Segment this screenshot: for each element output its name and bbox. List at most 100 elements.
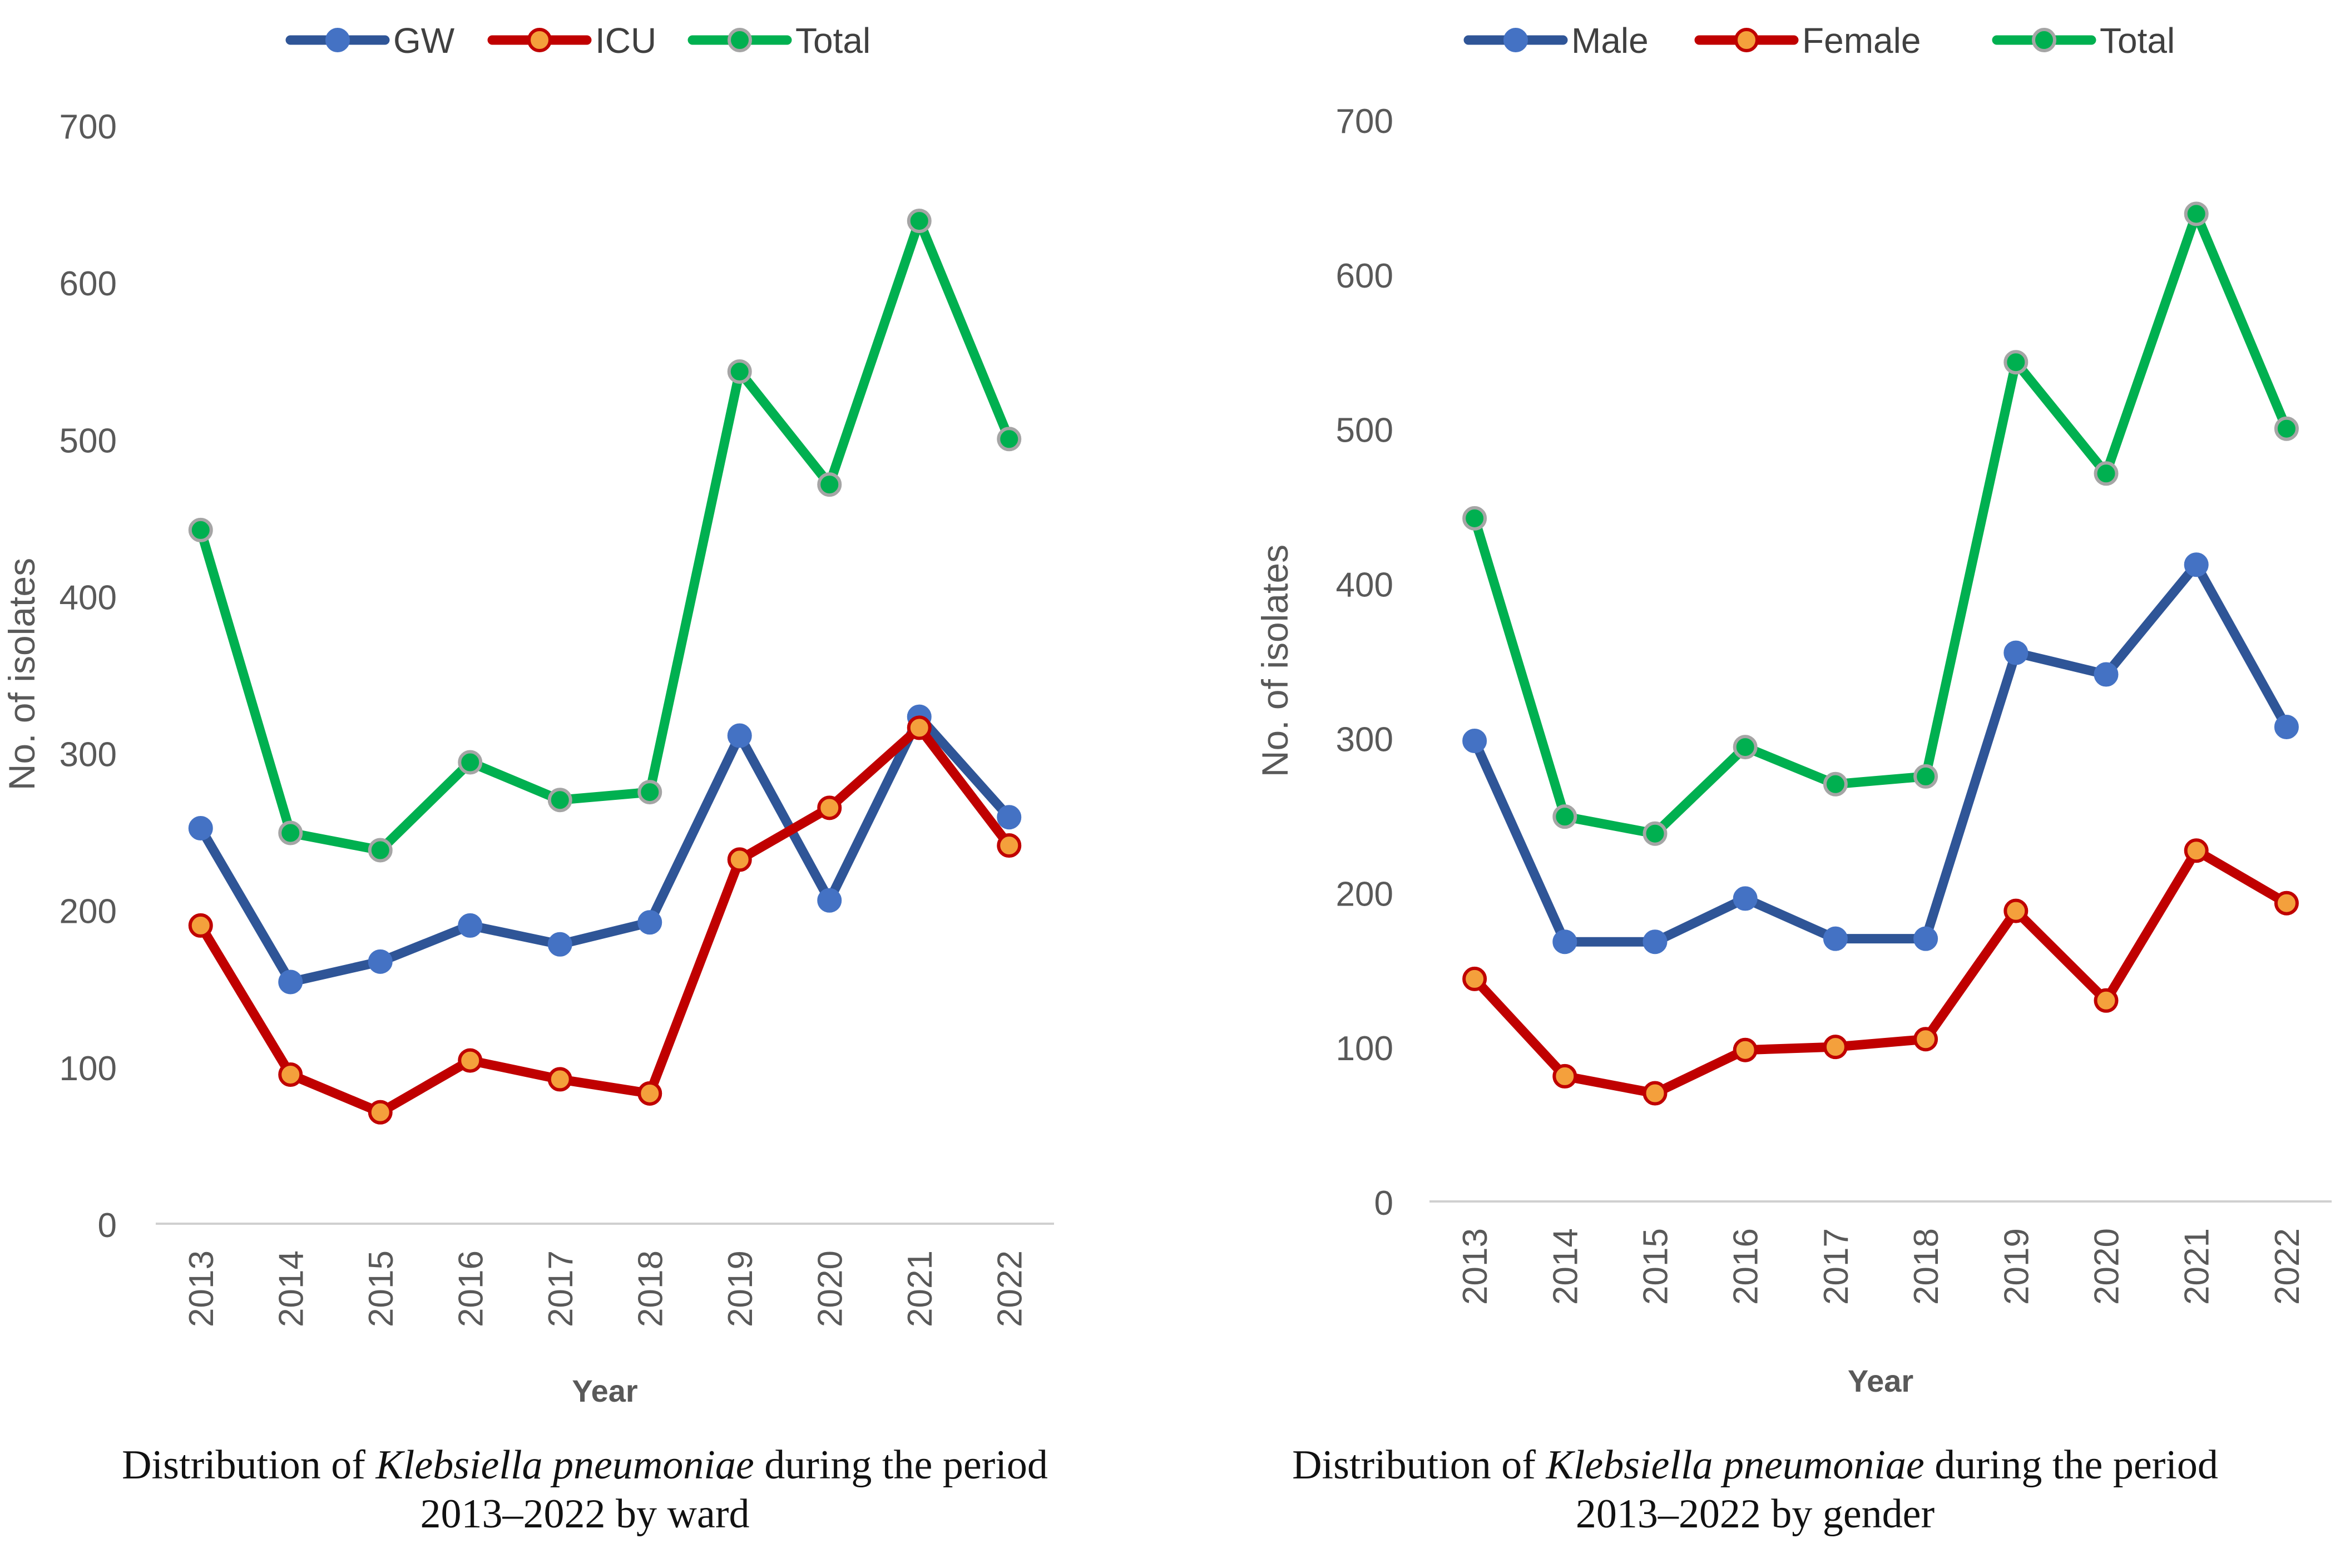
data-point-total	[727, 359, 752, 384]
x-axis-title: Year	[1848, 1363, 1913, 1398]
x-axis-title: Year	[572, 1373, 637, 1408]
data-point-icu	[278, 1062, 303, 1087]
data-point-gw	[458, 913, 483, 938]
y-axis-title: No. of isolates	[1, 558, 42, 790]
legend-marker-female	[1734, 28, 1759, 52]
x-tick-label: 2019	[1997, 1228, 2036, 1305]
caption-ward-suffix: during the period	[754, 1442, 1048, 1488]
y-tick-label: 700	[1336, 102, 1393, 141]
data-point-total	[188, 517, 213, 542]
x-tick-label: 2017	[1817, 1228, 1856, 1305]
data-point-icu	[368, 1100, 393, 1125]
legend-marker-total	[728, 28, 752, 52]
data-point-gw	[278, 970, 303, 995]
x-tick-label: 2018	[1907, 1228, 1946, 1305]
x-tick-label: 2015	[1637, 1228, 1675, 1305]
legend-label-female: Female	[1802, 21, 1921, 61]
data-point-total	[1913, 764, 1938, 789]
y-tick-label: 500	[1336, 412, 1393, 450]
data-point-total	[368, 838, 393, 863]
data-point-total	[637, 780, 662, 805]
x-tick-label: 2021	[901, 1250, 939, 1327]
y-tick-label: 300	[60, 736, 117, 774]
data-point-female	[2184, 838, 2209, 863]
y-tick-label: 400	[1336, 566, 1393, 605]
data-point-male	[1733, 886, 1758, 911]
data-point-icu	[727, 847, 752, 872]
legend-marker-total	[2032, 28, 2056, 52]
y-axis-title: No. of isolates	[1254, 545, 1295, 777]
caption-gender-suffix: during the period	[1924, 1442, 2218, 1488]
data-point-icu	[458, 1048, 483, 1073]
y-tick-label: 100	[1336, 1030, 1393, 1068]
data-point-female	[1462, 966, 1487, 991]
data-point-male	[1643, 929, 1668, 954]
data-point-total	[1552, 804, 1577, 829]
legend-label-total: Total	[795, 21, 870, 61]
x-tick-label: 2019	[721, 1250, 760, 1327]
x-tick-label: 2016	[452, 1250, 490, 1327]
caption-ward-line2: 2013–2022 by ward	[420, 1491, 750, 1537]
data-point-male	[1823, 926, 1848, 951]
y-tick-label: 300	[1336, 720, 1393, 759]
data-point-gw	[368, 949, 393, 974]
x-tick-label: 2015	[362, 1250, 400, 1327]
x-tick-label: 2014	[1546, 1228, 1585, 1305]
series-line-total	[196, 216, 1014, 855]
data-point-total	[1462, 506, 1487, 531]
data-point-female	[1552, 1064, 1577, 1089]
y-tick-label: 100	[60, 1050, 117, 1088]
legend-label-icu: ICU	[595, 21, 656, 61]
series-line-female	[1470, 845, 2292, 1098]
data-point-icu	[817, 795, 842, 820]
data-point-female	[1643, 1081, 1668, 1106]
data-point-total	[817, 472, 842, 497]
caption-gender-species: Klebsiella pneumoniae	[1546, 1442, 1925, 1488]
data-point-male	[2094, 662, 2119, 687]
data-point-total	[458, 750, 483, 775]
data-point-gw	[727, 723, 752, 748]
caption-ward-species: Klebsiella pneumoniae	[375, 1442, 754, 1488]
y-tick-label: 700	[60, 108, 117, 146]
x-tick-label: 2016	[1727, 1228, 1765, 1305]
x-tick-label: 2020	[2088, 1228, 2126, 1305]
series-line-male	[1470, 560, 2292, 947]
x-tick-label: 2021	[2178, 1228, 2217, 1305]
y-tick-label: 0	[1374, 1184, 1393, 1223]
caption-gender-chart: Distribution of Klebsiella pneumoniae du…	[1170, 1441, 2340, 1539]
data-point-total	[907, 209, 932, 234]
data-point-icu	[547, 1067, 572, 1092]
data-point-total	[2274, 416, 2299, 441]
data-point-total	[1733, 735, 1758, 760]
series-line-gw	[196, 712, 1014, 987]
data-point-total	[997, 427, 1022, 452]
data-point-gw	[188, 816, 213, 840]
data-point-total	[2094, 461, 2119, 486]
caption-ward-chart: Distribution of Klebsiella pneumoniae du…	[0, 1441, 1170, 1539]
data-point-male	[1913, 926, 1938, 951]
data-point-male	[2003, 640, 2029, 665]
legend-marker-icu	[527, 28, 552, 52]
caption-gender-line2: 2013–2022 by gender	[1575, 1491, 1935, 1537]
x-tick-label: 2022	[991, 1250, 1029, 1327]
series-line-icu	[196, 723, 1014, 1117]
y-tick-label: 600	[1336, 257, 1393, 295]
x-tick-label: 2017	[542, 1250, 580, 1327]
x-tick-label: 2022	[2268, 1228, 2307, 1305]
data-point-female	[2003, 898, 2029, 923]
x-tick-label: 2013	[182, 1250, 221, 1327]
caption-gender-prefix: Distribution of	[1292, 1442, 1546, 1488]
chart-0: 0 100 200 300 400 500 600 700 No. of isolates 201…	[1, 21, 1054, 1408]
data-point-female	[1733, 1037, 1758, 1062]
legend-marker-gw	[325, 28, 350, 52]
data-point-total	[2003, 350, 2029, 375]
x-tick-label: 2013	[1456, 1228, 1495, 1305]
data-point-male	[1552, 929, 1577, 954]
legend-label-male: Male	[1571, 21, 1649, 61]
data-point-total	[1643, 821, 1668, 846]
data-point-icu	[907, 715, 932, 740]
chart-1: 0 100 200 300 400 500 600 700 No. of isolates 201…	[1254, 21, 2332, 1398]
y-tick-label: 0	[98, 1206, 117, 1245]
data-point-male	[1462, 728, 1487, 753]
